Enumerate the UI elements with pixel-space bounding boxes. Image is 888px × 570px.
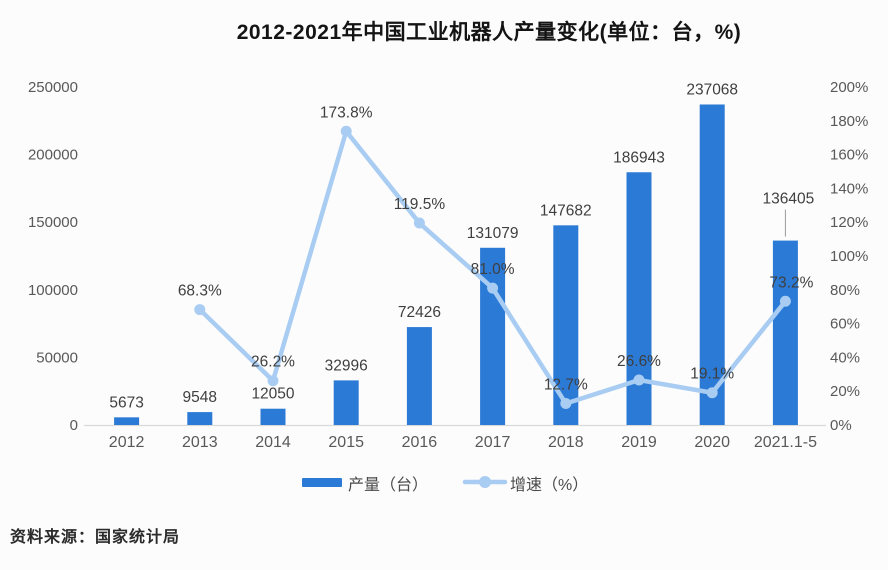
y-axis-right-tick: 180% xyxy=(830,113,868,130)
growth-point xyxy=(413,217,425,229)
production-bar xyxy=(260,408,286,425)
bar-value-label: 32996 xyxy=(325,357,368,374)
y-axis-left-tick: 200000 xyxy=(28,147,78,164)
growth-point xyxy=(487,282,499,294)
y-axis-right-tick: 0% xyxy=(830,417,852,434)
growth-point xyxy=(267,375,279,387)
y-axis-left-tick: 100000 xyxy=(28,282,78,299)
growth-value-label: 26.2% xyxy=(251,354,295,371)
production-bar xyxy=(772,240,798,425)
growth-value-label: 19.1% xyxy=(690,366,734,383)
legend-label-production: 产量（台） xyxy=(348,476,428,494)
production-bar xyxy=(480,247,506,425)
growth-value-label: 173.8% xyxy=(320,104,373,121)
bar-value-label: 9548 xyxy=(183,389,217,406)
y-axis-right-tick: 100% xyxy=(830,248,868,265)
combo-chart: 0 50000 100000 150000 200000 250000 0% 20% 40% 60… xyxy=(28,79,868,494)
bar-value-label: 147682 xyxy=(540,202,592,219)
bar-value-label: 5673 xyxy=(109,394,143,411)
growth-value-label: 12.7% xyxy=(544,377,588,394)
x-axis-label: 2016 xyxy=(402,434,438,451)
growth-point xyxy=(340,125,352,137)
legend-swatch-production xyxy=(302,478,342,487)
x-axis-label: 2014 xyxy=(255,434,291,451)
growth-value-label: 26.6% xyxy=(617,353,661,370)
bar-value-label: 136405 xyxy=(763,191,815,208)
bar-value-label: 186943 xyxy=(613,149,665,166)
y-axis-right-tick: 40% xyxy=(830,349,860,366)
growth-point xyxy=(560,398,572,410)
growth-value-label: 119.5% xyxy=(394,196,446,213)
production-bar xyxy=(187,412,213,425)
y-axis-right-tick: 200% xyxy=(830,79,868,96)
production-bar xyxy=(114,417,140,425)
x-axis-label: 2019 xyxy=(621,434,657,451)
y-axis-right-tick: 160% xyxy=(830,147,868,164)
production-bar xyxy=(333,380,359,425)
growth-point xyxy=(194,304,206,316)
growth-point xyxy=(633,374,645,386)
growth-value-label: 81.0% xyxy=(471,261,515,278)
growth-point xyxy=(779,295,791,307)
legend-label-growth: 增速（%） xyxy=(510,476,588,494)
x-axis-label: 2020 xyxy=(694,434,730,451)
production-bar xyxy=(406,327,432,425)
y-axis-left-tick: 150000 xyxy=(28,214,78,231)
y-axis-right-tick: 120% xyxy=(830,214,868,231)
x-axis-label: 2021.1-5 xyxy=(754,434,817,451)
production-bar xyxy=(553,225,579,425)
y-axis-right-tick: 80% xyxy=(830,282,860,299)
legend-marker-growth xyxy=(479,476,491,488)
bar-value-label: 237068 xyxy=(686,81,738,98)
y-axis-right-tick: 140% xyxy=(830,180,868,197)
growth-value-label: 68.3% xyxy=(178,283,222,300)
growth-value-label: 73.2% xyxy=(769,274,813,291)
growth-point xyxy=(706,387,718,399)
y-axis-right-tick: 60% xyxy=(830,316,860,333)
bar-value-label: 72426 xyxy=(398,304,441,321)
bar-value-label: 131079 xyxy=(467,225,519,242)
chart-title: 2012-2021年中国工业机器人产量变化(单位：台，%) xyxy=(236,21,742,44)
production-bar xyxy=(699,104,725,425)
production-bar xyxy=(626,172,652,425)
x-axis-label: 2017 xyxy=(475,434,511,451)
y-axis-left-tick: 0 xyxy=(70,417,78,434)
y-axis-left-tick: 250000 xyxy=(28,79,78,96)
x-axis-label: 2015 xyxy=(328,434,364,451)
x-axis-label: 2018 xyxy=(548,434,584,451)
x-axis-label: 2013 xyxy=(182,434,218,451)
y-axis-right-tick: 20% xyxy=(830,383,860,400)
y-axis-left-tick: 50000 xyxy=(36,349,78,366)
x-axis-label: 2012 xyxy=(109,434,145,451)
bar-value-label: 12050 xyxy=(251,386,294,403)
source-note: 资料来源：国家统计局 xyxy=(10,529,181,546)
